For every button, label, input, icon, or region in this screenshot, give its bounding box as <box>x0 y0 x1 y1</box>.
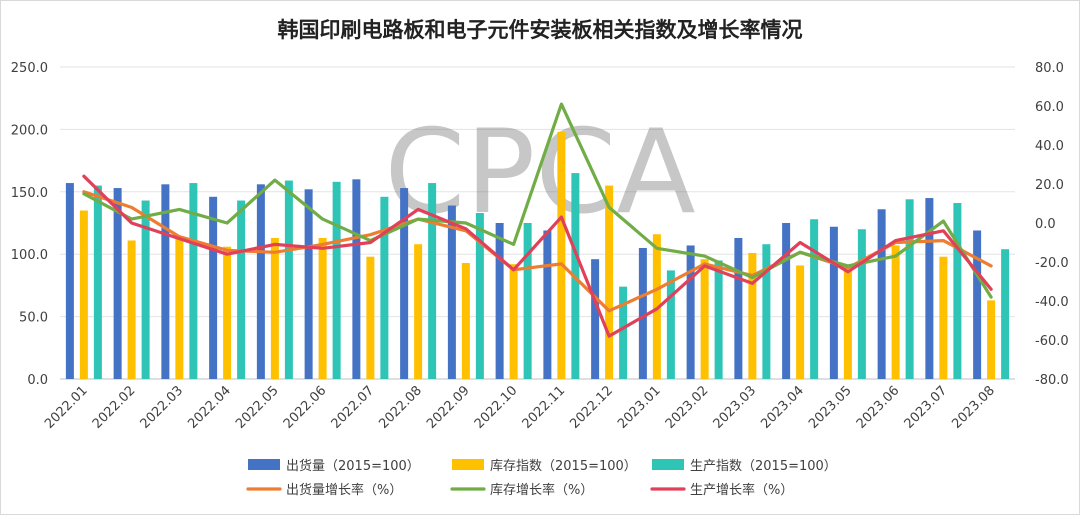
bar <box>810 219 819 379</box>
bar <box>366 256 375 379</box>
left-tick-label: 100.0 <box>11 248 48 263</box>
bar <box>332 181 341 379</box>
bar <box>304 189 313 379</box>
bar <box>557 131 566 379</box>
series-line <box>82 102 993 299</box>
bar <box>352 179 361 379</box>
bar <box>414 244 423 379</box>
left-axis: 0.0 50.0 100.0 150.0 200.0 250.0 <box>11 61 48 388</box>
right-tick-label: 0.0 <box>1035 217 1056 232</box>
bar <box>127 240 136 379</box>
left-tick-label: 250.0 <box>11 61 48 76</box>
bar <box>796 265 805 379</box>
bar <box>543 230 552 379</box>
bar <box>666 270 675 379</box>
right-tick-label: 40.0 <box>1035 139 1064 154</box>
series-line <box>82 174 993 338</box>
bar <box>748 252 757 379</box>
legend-label: 出货量（2015=100） <box>286 458 420 474</box>
left-tick-label: 150.0 <box>11 186 48 201</box>
legend-label: 库存增长率（%） <box>490 482 593 498</box>
bar <box>79 210 88 379</box>
bar <box>447 205 456 379</box>
right-tick-label: -20.0 <box>1035 256 1069 271</box>
bar <box>591 259 600 379</box>
bar <box>714 260 723 379</box>
legend-label: 库存指数（2015=100） <box>490 458 637 474</box>
bar <box>161 184 170 379</box>
right-tick-label: -80.0 <box>1035 373 1069 388</box>
bar <box>400 188 409 379</box>
bar <box>973 230 982 379</box>
right-tick-label: -40.0 <box>1035 295 1069 310</box>
bar <box>700 259 709 379</box>
legend-label: 生产增长率（%） <box>690 482 793 498</box>
bar <box>318 237 327 379</box>
bar <box>461 262 470 379</box>
bar <box>953 203 962 379</box>
bar <box>475 213 484 379</box>
bar <box>237 200 246 379</box>
right-tick-label: 60.0 <box>1035 100 1064 115</box>
left-tick-label: 200.0 <box>11 123 48 138</box>
bar <box>782 223 791 379</box>
bar <box>829 226 838 379</box>
bar <box>223 246 232 379</box>
bar <box>189 183 198 379</box>
bar <box>65 183 74 379</box>
bar <box>939 256 948 379</box>
gridlines <box>60 66 1015 380</box>
bar <box>891 245 900 379</box>
bar <box>428 183 437 379</box>
bar <box>686 245 695 379</box>
bar <box>523 223 532 379</box>
bar <box>380 196 389 379</box>
bar <box>93 185 102 379</box>
bar <box>284 180 293 379</box>
bar <box>638 247 647 379</box>
bar <box>877 209 886 379</box>
bar <box>256 184 265 379</box>
bar <box>762 244 771 379</box>
bar <box>1001 249 1010 379</box>
right-axis: -80.0 -60.0 -40.0 -20.0 0.0 20.0 40.0 60.0 80.0 <box>1035 61 1069 388</box>
left-tick-label: 50.0 <box>19 311 48 326</box>
line-series-group <box>82 102 993 338</box>
bar <box>857 229 866 379</box>
bar <box>605 185 614 379</box>
bar <box>495 223 504 379</box>
bar <box>734 237 743 379</box>
bar <box>619 286 628 379</box>
bar <box>843 270 852 379</box>
legend-swatch <box>452 459 484 470</box>
legend-label: 生产指数（2015=100） <box>690 459 837 474</box>
chart-title: 韩国印刷电路板和电子元件安装板相关指数及增长率情况 <box>278 18 803 42</box>
legend-label: 出货量增长率（%） <box>286 482 402 498</box>
bar <box>987 300 996 379</box>
bar <box>175 236 184 379</box>
legend-swatch <box>248 459 280 470</box>
bar <box>925 198 934 379</box>
right-tick-label: 20.0 <box>1035 178 1064 193</box>
bar <box>509 264 518 379</box>
legend-swatch <box>652 459 684 470</box>
bar <box>270 237 279 379</box>
bar <box>652 234 661 379</box>
bar <box>141 200 150 379</box>
bar <box>905 199 914 379</box>
right-tick-label: -60.0 <box>1035 334 1069 349</box>
bar <box>209 196 218 379</box>
legend: 出货量（2015=100） 库存指数（2015=100） 生产指数（2015=100… <box>246 458 837 498</box>
bar <box>113 188 122 379</box>
right-tick-label: 80.0 <box>1035 61 1064 76</box>
left-tick-label: 0.0 <box>27 373 48 388</box>
